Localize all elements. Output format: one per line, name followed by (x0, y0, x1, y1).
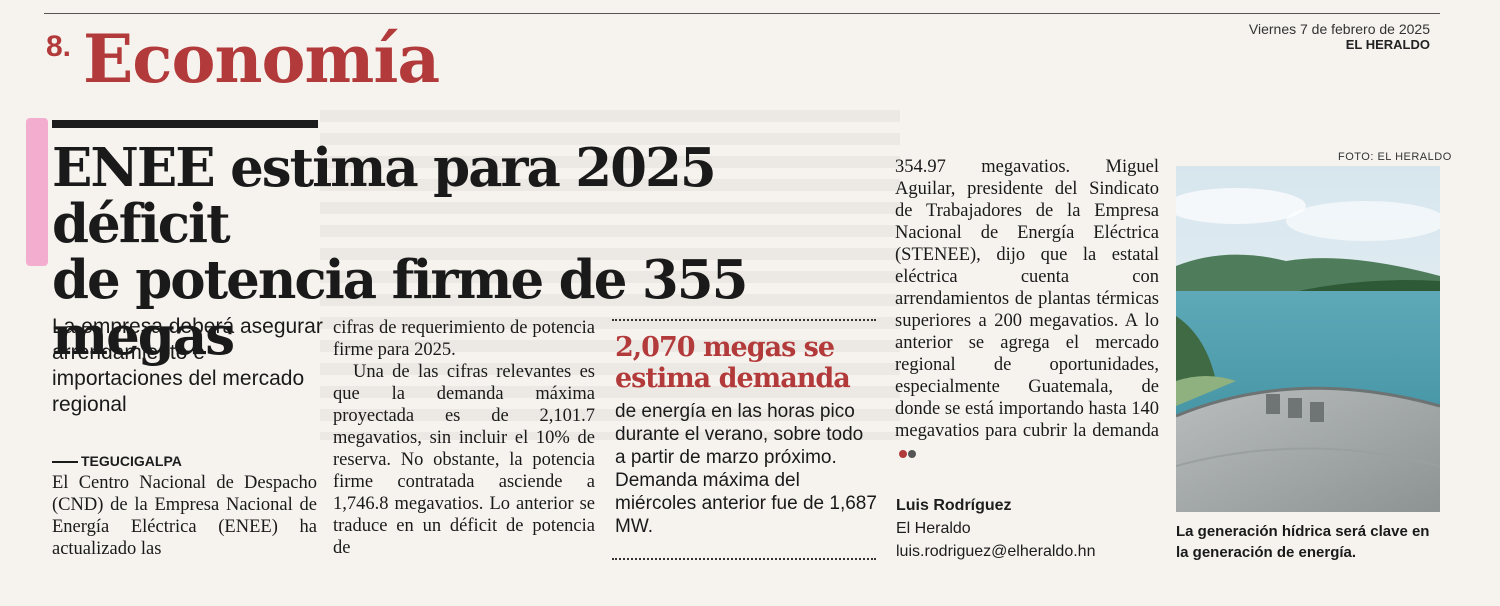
newspaper-name: EL HERALDO (1345, 37, 1430, 52)
pullout-text: de energía en las horas pico durante el … (615, 401, 877, 537)
photo-credit: FOTO: EL HERALDO (1338, 151, 1452, 163)
dam-photo (1176, 166, 1440, 512)
headline-line-1: ENEE estima para 2025 déficit (52, 137, 717, 255)
headline: ENEE estima para 2025 déficit de potenci… (52, 140, 902, 364)
edition-date: Viernes 7 de febrero de 2025 (1248, 21, 1430, 37)
photo-caption: La generación hídrica será clave en la g… (1176, 523, 1430, 561)
body-column-1: El Centro Nacional de Despacho (CND) de … (52, 473, 317, 559)
body-column-2: cifras de requerimiento de potencia firm… (333, 317, 595, 559)
pullout-divider-bottom (612, 558, 876, 560)
author-name: Luis Rodríguez (896, 497, 1012, 514)
dateline: TEGUCIGALPA (52, 453, 182, 469)
article-deck: La empresa deberá asegurar arrendamiento… (52, 315, 323, 416)
section-title: Economía (83, 20, 440, 98)
end-mark-icon (899, 449, 907, 458)
bleed-through-texture (320, 110, 900, 440)
author-outlet: El Heraldo (896, 520, 971, 537)
headline-rule (52, 120, 318, 128)
body-paragraph: Una de las cifras relevantes es que la d… (333, 362, 595, 558)
headline-line-2: de potencia firme de 355 megas (52, 249, 749, 367)
author-email: luis.rodriguez@elheraldo.hn (896, 543, 1096, 560)
top-rule (44, 13, 1440, 14)
dam-reservoir-illustration (1176, 166, 1440, 512)
body-paragraph: cifras de requerimiento de potencia firm… (333, 318, 595, 360)
pullout-title: 2,070 megas se estima demanda (615, 332, 851, 394)
end-mark-icon (908, 449, 916, 458)
pullout-divider-top (612, 319, 876, 321)
body-column-4: 354.97 megavatios. Miguel Aguilar, presi… (895, 156, 1159, 464)
page-number: 8. (46, 30, 72, 63)
body-text: 354.97 megavatios. Miguel Aguilar, presi… (895, 157, 1159, 441)
highlighter-mark (26, 118, 48, 266)
